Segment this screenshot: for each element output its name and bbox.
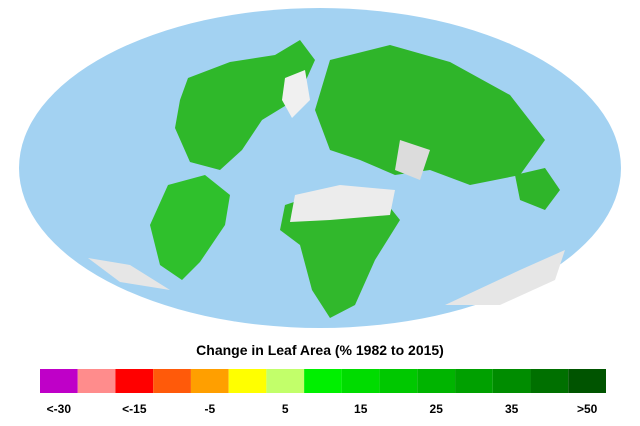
- legend-label: -5: [204, 402, 215, 416]
- legend-swatch: [379, 369, 418, 393]
- central-asia: [395, 140, 430, 180]
- legend-label: 25: [430, 402, 444, 416]
- legend-swatch: [40, 369, 78, 393]
- world-map: [19, 8, 621, 328]
- legend-swatch: [228, 369, 267, 393]
- greenland: [282, 70, 310, 118]
- legend-label: 15: [354, 402, 368, 416]
- legend-swatch: [115, 369, 154, 393]
- legend-swatch: [417, 369, 456, 393]
- legend-swatch: [304, 369, 342, 393]
- south-america: [150, 175, 230, 280]
- legend-label: <-30: [47, 402, 72, 416]
- legend-swatch: [190, 369, 229, 393]
- antarctica-west: [88, 258, 170, 290]
- legend-swatch: [568, 369, 606, 393]
- africa: [280, 190, 400, 318]
- legend-swatch: [266, 369, 305, 393]
- legend-swatch: [530, 369, 569, 393]
- legend-label: >50: [577, 402, 598, 416]
- legend-label: <-15: [122, 402, 147, 416]
- legend-swatch: [153, 369, 191, 393]
- sahara: [290, 185, 395, 222]
- legend-swatch: [77, 369, 116, 393]
- southeast-asia: [515, 168, 560, 210]
- legend-label: 5: [282, 402, 289, 416]
- eurasia: [315, 45, 545, 185]
- legend: <-30 <-15 -5 5 15 25 35 >50: [40, 369, 606, 416]
- legend-title: Change in Leaf Area (% 1982 to 2015): [196, 342, 444, 358]
- legend-swatch: [455, 369, 493, 393]
- north-america: [175, 40, 315, 170]
- legend-swatch: [341, 369, 380, 393]
- legend-swatch: [492, 369, 531, 393]
- legend-label: 35: [505, 402, 519, 416]
- antarctica-east: [445, 250, 565, 305]
